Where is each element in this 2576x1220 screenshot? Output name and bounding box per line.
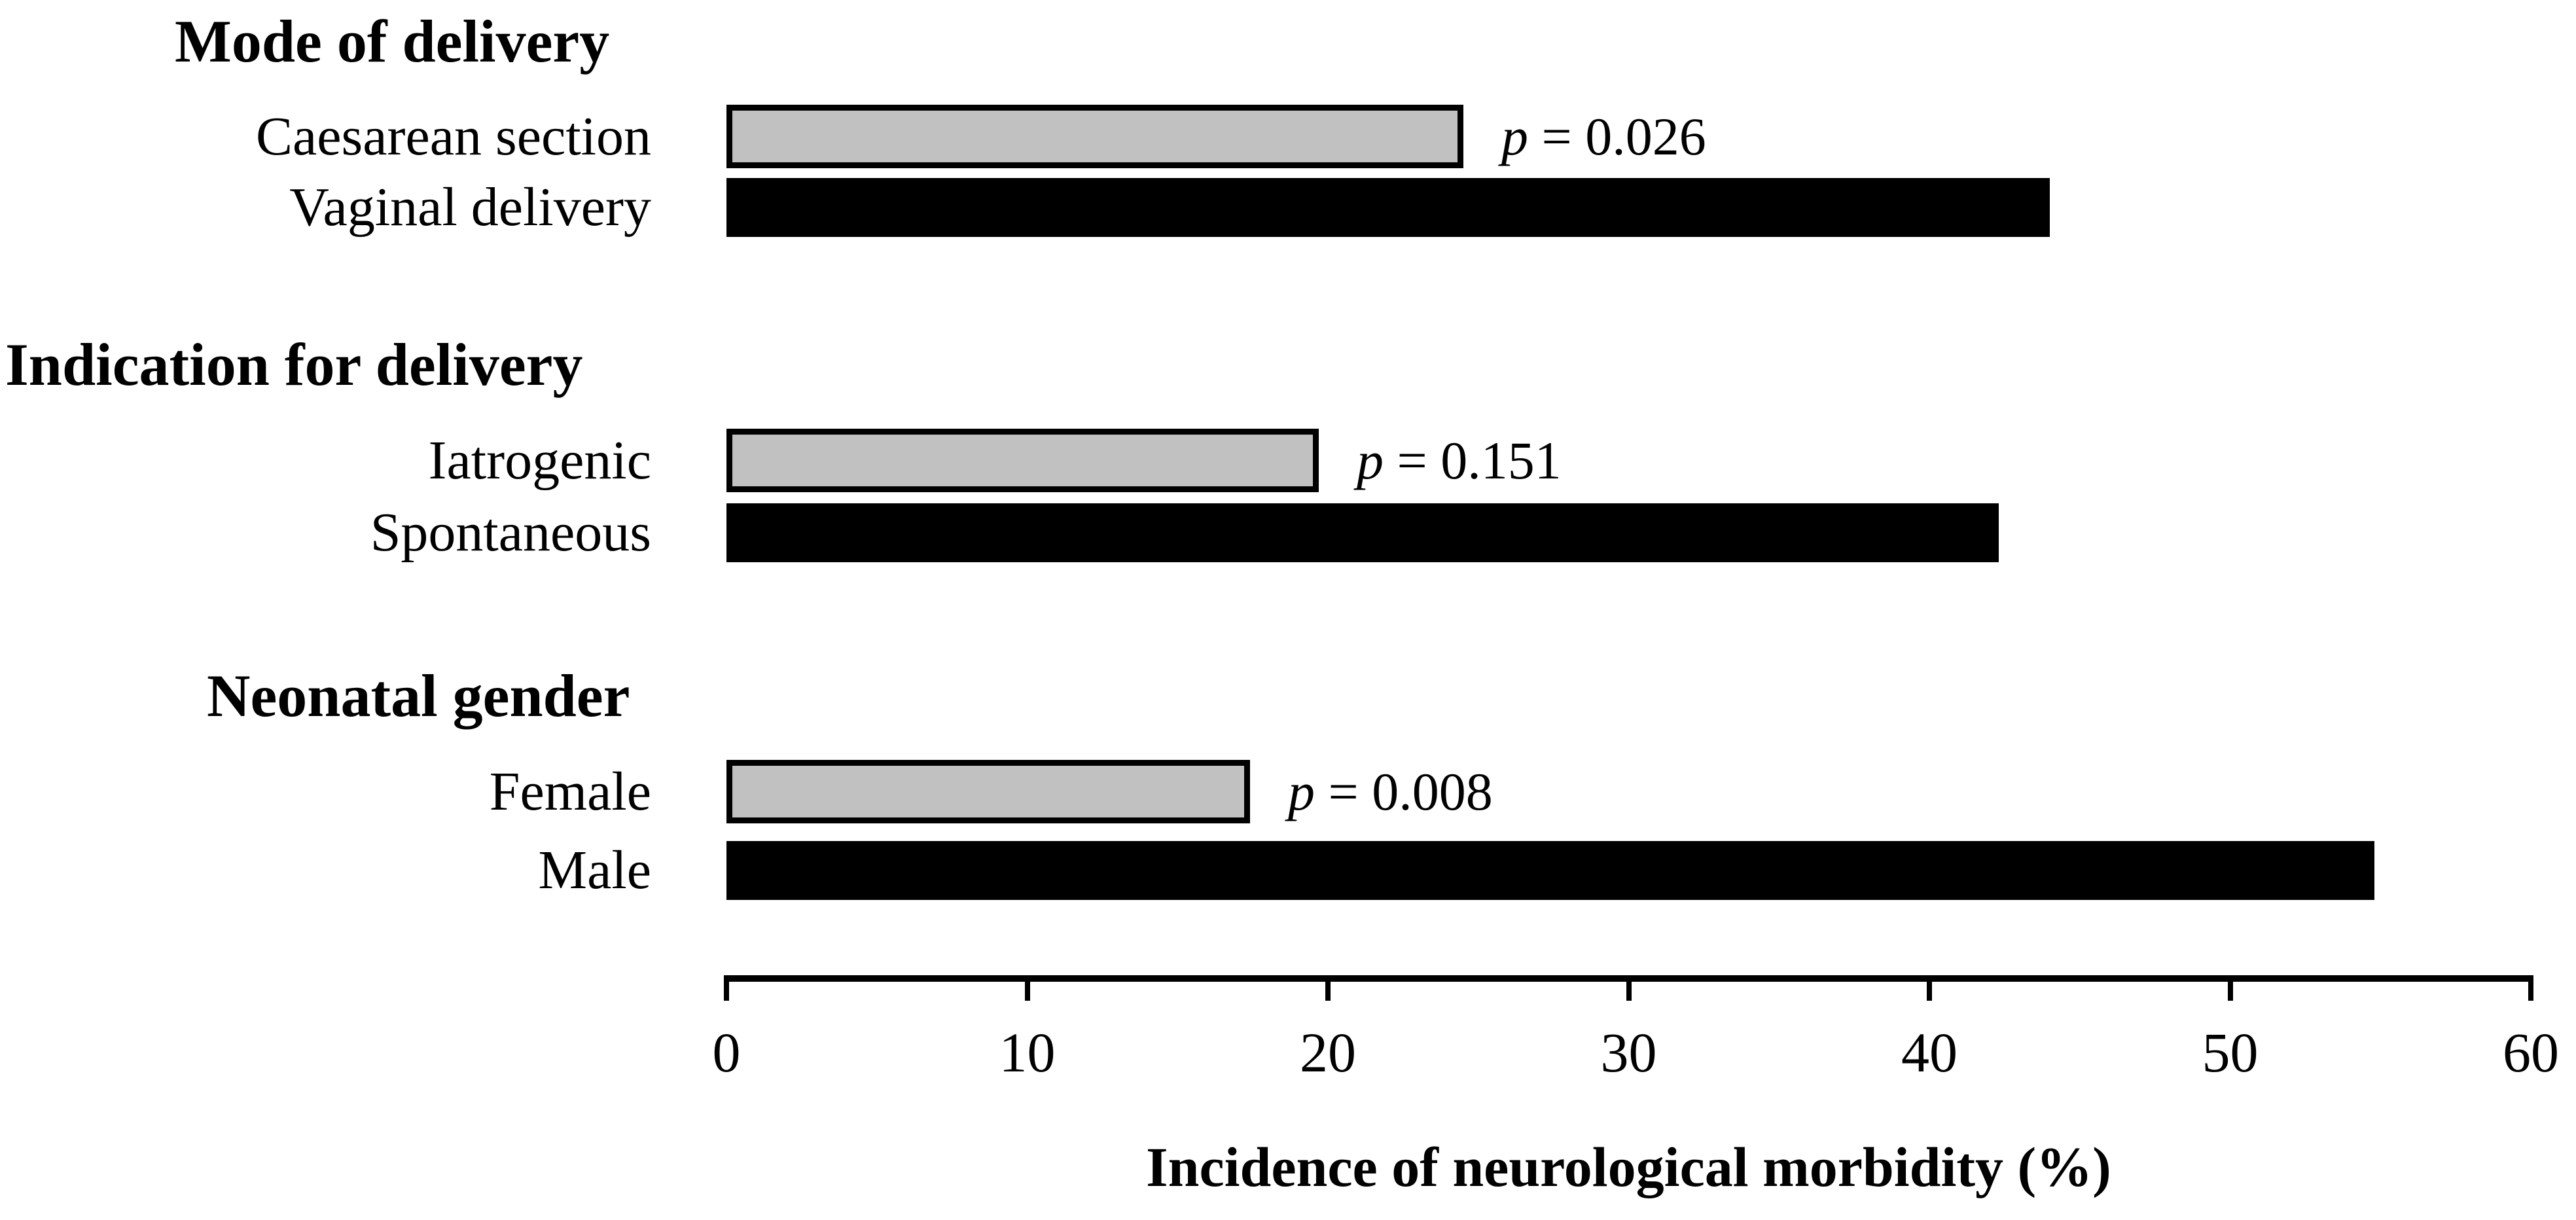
black-bar	[726, 178, 2050, 237]
x-axis-tick	[2227, 975, 2233, 1001]
bar-label: Female	[489, 761, 651, 822]
bar-label: Iatrogenic	[428, 429, 651, 491]
p-value-label: p = 0.151	[1357, 430, 1562, 490]
x-axis-tick-label: 20	[1300, 1021, 1356, 1084]
x-axis-tick	[1024, 975, 1030, 1001]
x-axis-tick	[724, 975, 729, 1001]
x-axis-title: Incidence of neurological morbidity (%)	[1146, 1136, 2111, 1198]
gray-bar	[726, 105, 1463, 168]
x-axis-tick-label: 10	[999, 1021, 1056, 1084]
gray-bar	[726, 429, 1319, 492]
x-axis-tick-label: 50	[2202, 1021, 2259, 1084]
x-axis-tick-label: 40	[1901, 1021, 1958, 1084]
x-axis-tick	[1927, 975, 1932, 1001]
x-axis-tick	[1325, 975, 1331, 1001]
x-axis-tick-label: 0	[712, 1021, 741, 1084]
group-heading: Mode of delivery	[175, 8, 610, 75]
group-heading: Indication for delivery	[5, 331, 583, 398]
x-axis-tick	[2528, 975, 2533, 1001]
p-value-label: p = 0.026	[1501, 106, 1706, 166]
group-heading: Neonatal gender	[207, 662, 630, 729]
bar-label: Vaginal delivery	[289, 177, 651, 238]
bar-label: Spontaneous	[370, 502, 651, 563]
black-bar	[726, 841, 2374, 900]
p-value-label: p = 0.008	[1288, 761, 1493, 821]
bar-label: Caesarean section	[255, 105, 651, 167]
x-axis-tick-label: 30	[1600, 1021, 1657, 1084]
gray-bar	[726, 760, 1250, 823]
bar-label: Male	[538, 840, 651, 901]
x-axis-tick	[1626, 975, 1632, 1001]
x-axis-tick-label: 60	[2503, 1021, 2559, 1084]
black-bar	[726, 503, 1999, 562]
